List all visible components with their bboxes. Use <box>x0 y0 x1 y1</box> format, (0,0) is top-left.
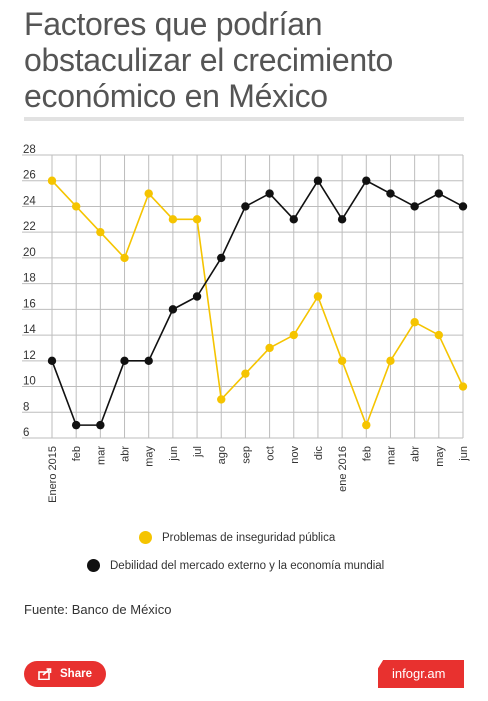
series-line-2 <box>51 179 464 426</box>
series-1-point <box>337 356 347 366</box>
series-1-point <box>289 330 298 340</box>
x-tick-label: oct <box>265 446 277 461</box>
series-1-point <box>313 292 323 301</box>
source-note: Fuente: Banco de México <box>24 602 172 617</box>
series-1-point <box>144 189 153 198</box>
series-2-point <box>47 356 57 366</box>
series-2-point <box>337 215 347 224</box>
y-tick-label: 18 <box>23 273 36 285</box>
legend-item-series-1[interactable]: Problemas de inseguridad pública <box>139 531 335 544</box>
series-2-point <box>362 176 371 185</box>
infogram-logo-badge <box>378 660 464 688</box>
x-tick-label: feb <box>361 446 373 461</box>
x-tick-label: Enero 2015 <box>47 446 59 503</box>
series-1-point <box>120 253 129 263</box>
x-tick-label: sep <box>240 446 252 464</box>
x-tick-label: jun <box>168 446 180 462</box>
share-button[interactable]: Share <box>24 661 106 687</box>
series-2-point <box>96 420 105 430</box>
series-1-point <box>265 343 274 353</box>
series-2-point <box>434 189 444 198</box>
series-1-point <box>241 369 250 378</box>
y-tick-label: 28 <box>23 144 36 156</box>
series-2-point <box>313 176 323 185</box>
series-1-point <box>410 318 419 327</box>
series-line-1 <box>51 180 464 426</box>
series-1-point <box>192 215 202 224</box>
legend-dot-black <box>87 559 100 572</box>
legend-label-series-2: Debilidad del mercado externo y la econo… <box>110 559 385 572</box>
x-tick-label: may <box>434 446 446 467</box>
series-1-point <box>96 227 105 237</box>
y-tick-label: 16 <box>23 298 36 310</box>
series-2-point <box>71 420 81 430</box>
x-tick-label: jul <box>192 446 204 458</box>
series-1-point <box>71 202 81 211</box>
y-tick-label: 6 <box>23 427 29 439</box>
series-1-point <box>217 395 226 404</box>
x-tick-label: ene 2016 <box>337 446 349 492</box>
y-tick-label: 12 <box>23 350 36 362</box>
x-tick-label: mar <box>385 446 397 465</box>
x-tick-label: nov <box>289 446 301 464</box>
series-2-point <box>192 292 202 301</box>
legend-label-series-1: Problemas de inseguridad pública <box>162 531 336 544</box>
legend-item-series-2[interactable]: Debilidad del mercado externo y la econo… <box>87 559 384 572</box>
series-2-point <box>120 356 129 366</box>
x-tick-label: may <box>144 446 156 467</box>
y-tick-label: 22 <box>23 221 36 233</box>
share-label: Share <box>60 668 92 680</box>
series-2-point <box>265 189 274 198</box>
chart-title: Factores que podrían obstaculizar el cre… <box>24 6 393 114</box>
legend-dot-yellow <box>139 531 152 544</box>
infogram-logo-text: infogr.am <box>392 666 446 681</box>
y-tick-label: 14 <box>23 324 36 336</box>
x-tick-label: abr <box>410 446 422 462</box>
x-tick-label: abr <box>120 446 132 462</box>
series-1-point <box>362 420 371 430</box>
share-icon <box>38 668 52 680</box>
series-1-point <box>47 176 57 185</box>
y-tick-label: 26 <box>23 170 36 182</box>
y-tick-label: 24 <box>23 195 36 207</box>
series-2-point <box>289 215 298 224</box>
series-1-point <box>434 330 444 340</box>
series-2-point <box>217 253 226 263</box>
y-tick-label: 20 <box>23 247 36 259</box>
x-tick-label: ago <box>216 446 228 464</box>
series-2-point <box>458 202 468 211</box>
x-tick-label: jun <box>458 446 470 462</box>
series-1-point <box>458 382 468 391</box>
series-2-point <box>241 202 250 211</box>
title-divider <box>24 117 464 121</box>
x-tick-label: feb <box>71 446 83 461</box>
series-1-point <box>168 215 178 224</box>
infogram-logo-link[interactable]: infogr.am <box>378 660 464 688</box>
series-2-point <box>410 202 419 211</box>
series-2-point <box>168 305 178 314</box>
series-2-point <box>386 189 395 198</box>
series-2-point <box>144 356 153 366</box>
series-1-point <box>386 356 395 366</box>
y-tick-label: 8 <box>23 401 29 413</box>
x-tick-label: dic <box>313 446 325 461</box>
x-tick-label: mar <box>95 446 107 465</box>
y-tick-label: 10 <box>23 376 36 388</box>
